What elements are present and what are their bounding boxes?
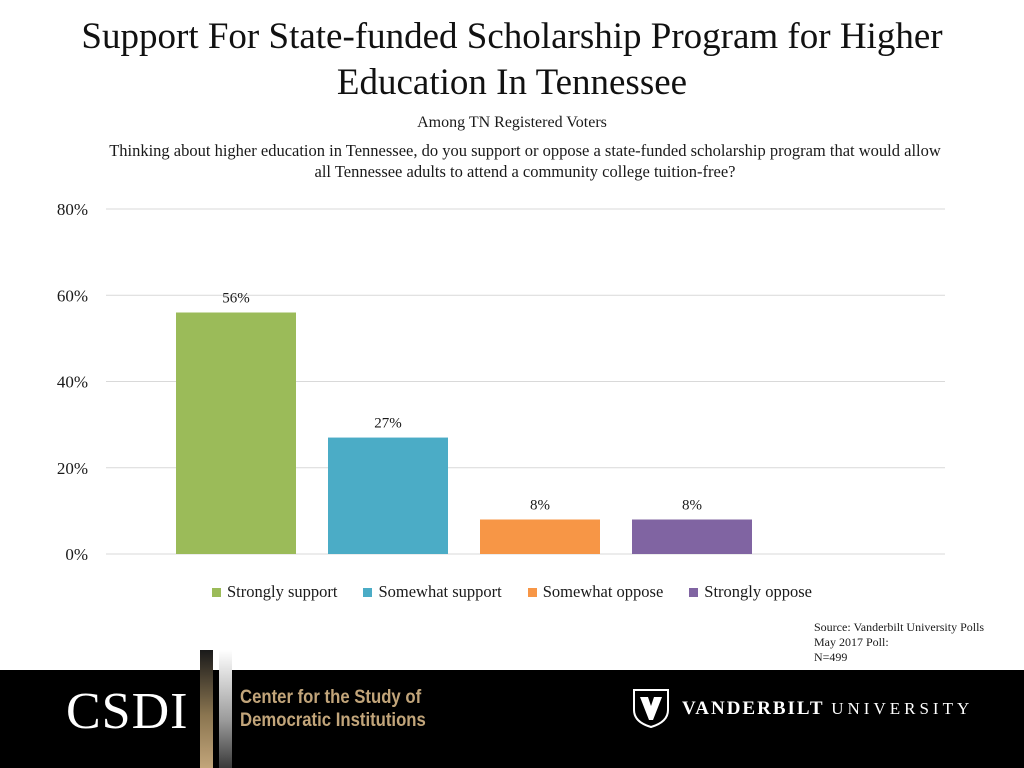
chart-title: Support For State-funded Scholarship Pro… [81, 16, 943, 103]
data-label: 8% [530, 498, 550, 514]
y-tick-label: 80% [57, 200, 88, 219]
data-label: 56% [222, 291, 250, 307]
source-line: Source: Vanderbilt University Polls [814, 620, 985, 634]
bar-somewhat-support [328, 437, 448, 554]
bar-chart: 0% 20% 40% 60% 80% 56% 27% 8% 8% [57, 200, 945, 564]
legend-label: Somewhat support [378, 582, 502, 601]
y-tick-label: 40% [57, 373, 88, 392]
y-tick-label: 20% [57, 459, 88, 478]
legend-item: Strongly oppose [689, 582, 812, 602]
csdi-logo: CSDI [66, 683, 189, 740]
source-note: Source: Vanderbilt University Polls May … [814, 620, 1024, 665]
legend-label: Strongly oppose [704, 582, 812, 601]
bar-somewhat-oppose [480, 519, 600, 554]
legend-swatch [689, 587, 699, 597]
legend-item: Somewhat support [363, 582, 502, 602]
legend-label: Strongly support [226, 582, 338, 601]
chart-subtitle: Among TN Registered Voters [417, 114, 607, 131]
survey-question: Thinking about higher education in Tenne… [109, 141, 941, 181]
legend-swatch [211, 587, 221, 597]
y-tick-label: 60% [57, 286, 88, 305]
vanderbilt-wordmark: VANDERBILT UNIVERSITY [682, 698, 973, 720]
center-name-line2: Democratic Institutions [240, 710, 426, 731]
legend-label: Somewhat oppose [542, 582, 664, 601]
bar-strongly-oppose [632, 519, 752, 554]
vanderbilt-shield-icon [633, 689, 669, 728]
legend-swatch [363, 587, 373, 597]
vanderbilt-name: VANDERBILT [682, 698, 825, 719]
center-name-line1: Center for the Study of [240, 687, 422, 708]
y-tick-label: 0% [65, 545, 88, 564]
poll-date: May 2017 Poll: [814, 635, 889, 649]
data-label: 27% [374, 416, 402, 432]
data-label: 8% [682, 498, 702, 514]
center-name: Center for the Study of Democratic Insti… [240, 686, 426, 732]
sample-size: N=499 [814, 650, 848, 664]
csdi-logo-strip-silver [219, 650, 232, 768]
csdi-logo-strip-gold [200, 650, 213, 768]
footer-bar [0, 670, 1024, 768]
chart-legend: Strongly support Somewhat support Somewhat… [0, 582, 1024, 602]
vanderbilt-university: UNIVERSITY [831, 699, 974, 718]
bar-strongly-support [176, 312, 296, 554]
legend-item: Somewhat oppose [527, 582, 664, 602]
legend-item: Strongly support [211, 582, 338, 602]
legend-swatch [527, 587, 537, 597]
